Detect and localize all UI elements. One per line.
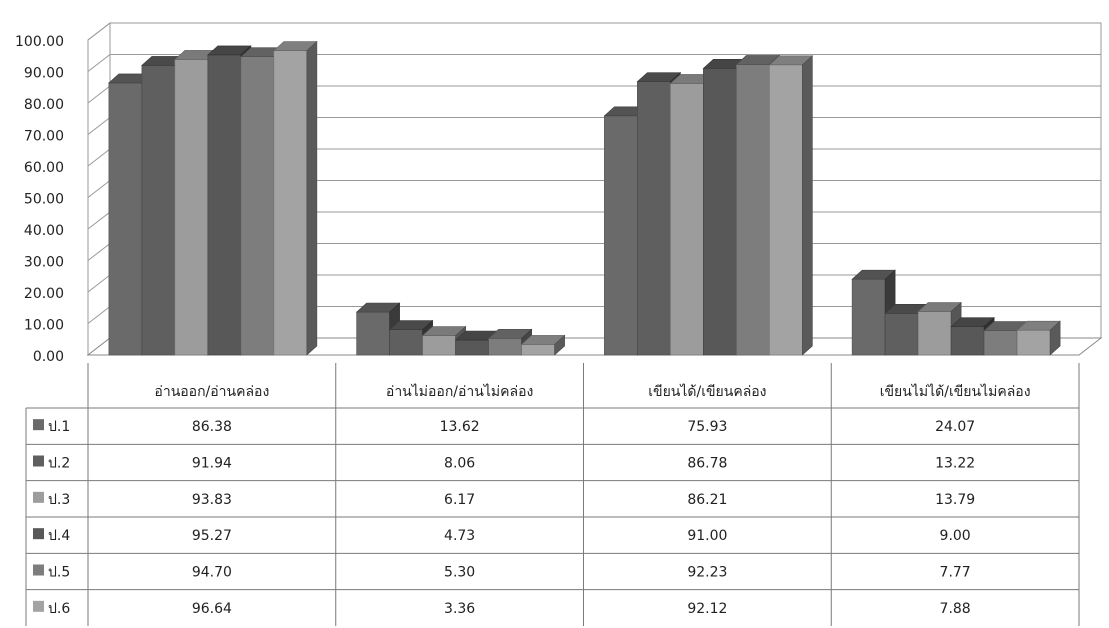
data-label: 86.78 <box>687 456 727 472</box>
bar-side <box>554 334 565 356</box>
y-tick-label: 60.00 <box>24 160 64 176</box>
bar-front <box>273 50 308 356</box>
y-tick-label: 90.00 <box>24 66 64 82</box>
series-label: ป.3 <box>48 492 70 508</box>
bar-front <box>604 115 638 356</box>
bar <box>520 334 566 356</box>
data-label: 91.00 <box>687 528 727 544</box>
y-tick-label: 30.00 <box>24 255 64 271</box>
y-tick-label: 40.00 <box>24 223 64 239</box>
data-label: 3.36 <box>444 601 475 617</box>
bar-front <box>488 338 522 356</box>
bar-front <box>736 64 770 356</box>
series-label: ป.2 <box>48 456 70 472</box>
bar <box>851 269 896 356</box>
bar-front <box>637 81 671 356</box>
bar <box>1016 320 1061 356</box>
y-tick-label: 0.00 <box>33 349 64 365</box>
data-label: 91.94 <box>192 456 232 472</box>
bar-front <box>521 344 555 356</box>
bar-side <box>1049 320 1061 356</box>
legend-swatch <box>33 564 44 576</box>
data-label: 9.00 <box>940 528 971 544</box>
y-tick-label: 100.00 <box>15 34 64 50</box>
bar-front <box>108 82 143 356</box>
data-label: 86.21 <box>687 492 727 508</box>
data-label: 75.93 <box>687 419 727 435</box>
data-label: 94.70 <box>192 565 232 581</box>
bar-front <box>1016 329 1051 356</box>
data-label: 86.38 <box>192 419 232 435</box>
bar-front <box>141 65 176 356</box>
bar-front <box>422 335 456 356</box>
bar-front <box>703 68 737 356</box>
category-label: เขียนไม่ได้/เขียนไม่คล่อง <box>880 383 1031 400</box>
data-label: 4.73 <box>444 528 475 544</box>
legend-swatch <box>33 528 44 540</box>
bar-front <box>174 59 209 356</box>
gridline <box>87 22 1101 41</box>
bar-front <box>851 278 886 356</box>
bar <box>768 55 814 356</box>
data-label: 13.79 <box>935 492 975 508</box>
data-label: 95.27 <box>192 528 232 544</box>
bar-side <box>306 40 318 356</box>
data-label: 92.12 <box>687 601 727 617</box>
series-label: ป.4 <box>48 528 70 544</box>
legend-swatch <box>33 491 44 503</box>
data-label: 6.17 <box>444 492 475 508</box>
bar-front <box>983 330 1018 356</box>
bar-front <box>670 83 704 356</box>
bar-front <box>884 313 919 356</box>
legend-swatch <box>33 600 44 612</box>
y-tick-label: 20.00 <box>24 286 64 302</box>
data-label: 13.62 <box>440 419 480 435</box>
y-tick-label: 70.00 <box>24 129 64 145</box>
data-label: 96.64 <box>192 601 232 617</box>
legend-swatch <box>33 455 44 467</box>
bar-front <box>455 339 489 356</box>
data-label: 24.07 <box>935 419 975 435</box>
bar <box>273 40 318 356</box>
data-label: 7.88 <box>940 601 971 617</box>
y-tick-label: 80.00 <box>24 97 64 113</box>
category-label: อ่านออก/อ่านคล่อง <box>154 384 269 400</box>
category-label: เขียนได้/เขียนคล่อง <box>648 383 766 400</box>
data-label: 93.83 <box>192 492 232 508</box>
bar-front <box>769 64 803 356</box>
gridline <box>87 54 1101 72</box>
series-label: ป.1 <box>48 419 70 435</box>
data-label: 7.77 <box>940 565 971 581</box>
bar-side <box>802 55 813 356</box>
legend-swatch <box>33 419 44 431</box>
bar-front <box>207 54 242 356</box>
data-label: 8.06 <box>444 456 475 472</box>
data-label: 5.30 <box>444 565 475 581</box>
data-label: 92.23 <box>687 565 727 581</box>
y-tick-label: 10.00 <box>24 318 64 334</box>
series-label: ป.5 <box>48 565 70 581</box>
bar-front <box>917 311 952 356</box>
bar-front <box>240 56 275 356</box>
bar-front <box>950 326 985 356</box>
bar-front <box>356 311 390 356</box>
category-label: อ่านไม่ออก/อ่านไม่คล่อง <box>386 383 533 400</box>
data-label: 13.22 <box>935 456 975 472</box>
bar-front <box>389 329 423 356</box>
y-tick-label: 50.00 <box>24 192 64 208</box>
series-label: ป.6 <box>48 601 70 617</box>
